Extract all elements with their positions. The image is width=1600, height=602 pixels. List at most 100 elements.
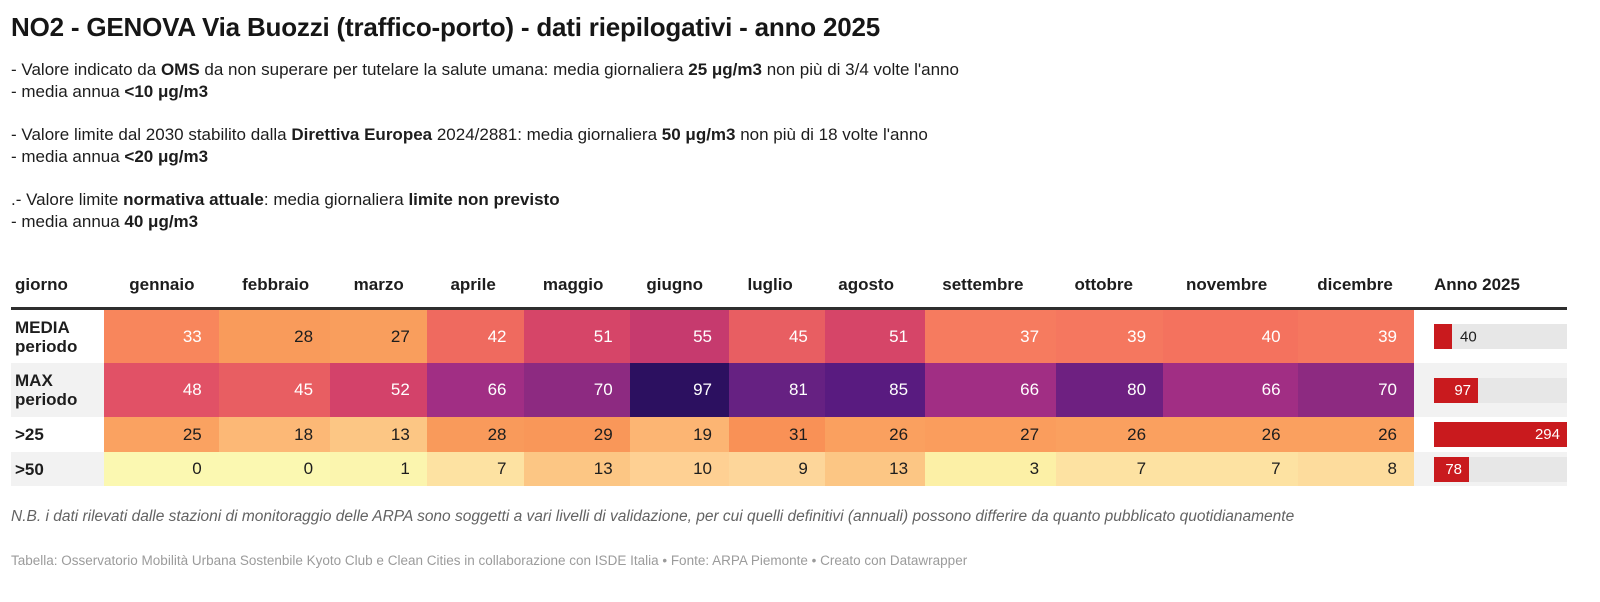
year-bar-track: 294 xyxy=(1434,422,1567,447)
heatmap-cell: 48 xyxy=(104,363,219,417)
plain-text: - media annua xyxy=(11,147,125,166)
year-total-cell: 294 xyxy=(1414,417,1567,452)
row-label: >25 xyxy=(15,425,44,444)
plain-text: non più di 3/4 volte l'anno xyxy=(761,60,959,79)
heatmap-cell: 27 xyxy=(925,417,1057,452)
year-total-cell: 40 xyxy=(1414,310,1567,363)
heatmap-cell: 7 xyxy=(426,452,524,486)
row-label: MEDIA periodo xyxy=(15,317,78,356)
plain-text: - media annua xyxy=(11,212,125,231)
limit-note-group: - Valore indicato da OMS da non superare… xyxy=(11,59,1590,103)
page-title: NO2 - GENOVA Via Buozzi (traffico-porto)… xyxy=(11,12,881,42)
emphasis-text: OMS xyxy=(160,60,200,79)
heatmap-cell: 66 xyxy=(925,363,1057,417)
heatmap-cell: 33 xyxy=(104,310,219,363)
heatmap-cell: 70 xyxy=(523,363,630,417)
emphasis-text: Direttiva Europea xyxy=(291,125,433,144)
attribution-line: Tabella: Osservatorio Mobilità Urbana So… xyxy=(11,553,968,568)
emphasis-text: limite non previsto xyxy=(408,190,560,209)
year-bar-with-value: 294 xyxy=(1434,422,1567,447)
heatmap-cell: 0 xyxy=(218,452,331,486)
heatmap-cell: 13 xyxy=(523,452,630,486)
heatmap-cell: 51 xyxy=(523,310,630,363)
table-row: >25 25 18 13 28 29 19 31 26 27 26 26 26 294 xyxy=(11,417,1567,452)
heatmap-cell: 19 xyxy=(629,417,729,452)
heatmap-cell: 42 xyxy=(426,310,524,363)
row-label: >50 xyxy=(11,452,104,486)
column-header-month: giugno xyxy=(646,275,704,294)
plain-text: - media annua xyxy=(11,82,125,101)
column-header-month: gennaio xyxy=(129,275,195,294)
heatmap-cell: 1 xyxy=(330,452,427,486)
column-header-month: agosto xyxy=(838,275,894,294)
column-header-month: febbraio xyxy=(242,275,310,294)
heatmap-cell: 40 xyxy=(1163,310,1298,363)
limit-note-line: - media annua <20 μg/m3 xyxy=(11,146,1590,168)
column-header-anno: Anno 2025 xyxy=(1433,275,1520,294)
year-bar-with-value: 78 xyxy=(1434,456,1469,482)
heatmap-cell: 0 xyxy=(104,452,219,486)
heatmap-cell: 26 xyxy=(1056,417,1164,452)
table-row: MEDIA periodo 33 28 27 42 51 55 45 51 37 39 40 39 40 xyxy=(11,310,1567,363)
limit-note-group: - Valore limite dal 2030 stabilito dalla… xyxy=(11,124,1590,168)
limit-note-line: - Valore limite dal 2030 stabilito dalla… xyxy=(11,124,1590,146)
heatmap-cell: 45 xyxy=(218,363,331,417)
year-total-cell: 97 xyxy=(1414,363,1567,417)
heatmap-cell: 26 xyxy=(824,417,926,452)
heatmap-cell: 10 xyxy=(629,452,729,486)
limit-note-line: - Valore indicato da OMS da non superare… xyxy=(11,59,1590,81)
column-header-month: ottobre xyxy=(1074,275,1133,294)
emphasis-text: 40 μg/m3 xyxy=(124,212,199,231)
heatmap-cell: 81 xyxy=(729,363,825,417)
heatmap-cell: 18 xyxy=(218,417,331,452)
heatmap-cell: 70 xyxy=(1297,363,1414,417)
plain-text: : media giornaliera xyxy=(263,190,409,209)
heatmap-cell: 26 xyxy=(1163,417,1298,452)
table-body: MEDIA periodo 33 28 27 42 51 55 45 51 37 39 40 39 40 M… xyxy=(11,310,1567,486)
year-total-cell: 78 xyxy=(1414,452,1567,486)
heatmap-cell: 80 xyxy=(1056,363,1164,417)
heatmap-cell: 9 xyxy=(729,452,825,486)
heatmap-cell: 7 xyxy=(1163,452,1298,486)
heatmap-cell: 3 xyxy=(925,452,1057,486)
no2-summary-table: giorno gennaio febbraio marzo aprile maggio gi… xyxy=(11,263,1567,486)
plain-text: da non superare per tutelare la salute u… xyxy=(199,60,689,79)
heatmap-cell: 66 xyxy=(1163,363,1298,417)
heatmap-cell: 39 xyxy=(1297,310,1414,363)
datawrapper-page: NO2 - GENOVA Via Buozzi (traffico-porto)… xyxy=(11,12,1590,568)
limit-note-group: .- Valore limite normativa attuale: medi… xyxy=(11,189,1590,233)
plain-text: 2024/2881: media giornaliera xyxy=(432,125,662,144)
heatmap-cell: 13 xyxy=(824,452,926,486)
heatmap-cell: 31 xyxy=(729,417,825,452)
heatmap-cell: 52 xyxy=(330,363,427,417)
year-bar-track: 97 xyxy=(1434,377,1567,403)
heatmap-cell: 27 xyxy=(330,310,427,363)
column-header-month: settembre xyxy=(942,275,1024,294)
plain-text: - Valore limite dal 2030 stabilito dalla xyxy=(11,125,292,144)
limit-note-line: - media annua <10 μg/m3 xyxy=(11,81,1590,103)
plain-text: non più di 18 volte l'anno xyxy=(735,125,928,144)
heatmap-cell: 7 xyxy=(1056,452,1164,486)
heatmap-cell: 45 xyxy=(729,310,825,363)
row-label: MAX periodo xyxy=(11,363,104,417)
heatmap-cell: 26 xyxy=(1297,417,1414,452)
heatmap-cell: 28 xyxy=(426,417,524,452)
limit-note-line: - media annua 40 μg/m3 xyxy=(11,211,1590,233)
table-header-row: giorno gennaio febbraio marzo aprile maggio gi… xyxy=(11,263,1567,310)
heatmap-cell: 51 xyxy=(824,310,926,363)
column-header-month: novembre xyxy=(1185,275,1268,294)
heatmap-cell: 29 xyxy=(523,417,630,452)
emphasis-text: normativa attuale xyxy=(123,190,264,209)
column-header-month: maggio xyxy=(542,275,604,294)
emphasis-text: 25 μg/m3 xyxy=(688,60,762,79)
heatmap-cell: 97 xyxy=(629,363,729,417)
limit-note-line: .- Valore limite normativa attuale: medi… xyxy=(11,189,1590,211)
heatmap-cell: 28 xyxy=(218,310,331,363)
emphasis-text: <10 μg/m3 xyxy=(124,82,209,101)
heatmap-cell: 85 xyxy=(824,363,926,417)
heatmap-cell: 8 xyxy=(1297,452,1414,486)
year-bar-track: 78 xyxy=(1434,456,1567,482)
plain-text: .- Valore limite xyxy=(11,190,124,209)
heatmap-cell: 39 xyxy=(1056,310,1164,363)
emphasis-text: 50 μg/m3 xyxy=(661,125,736,144)
